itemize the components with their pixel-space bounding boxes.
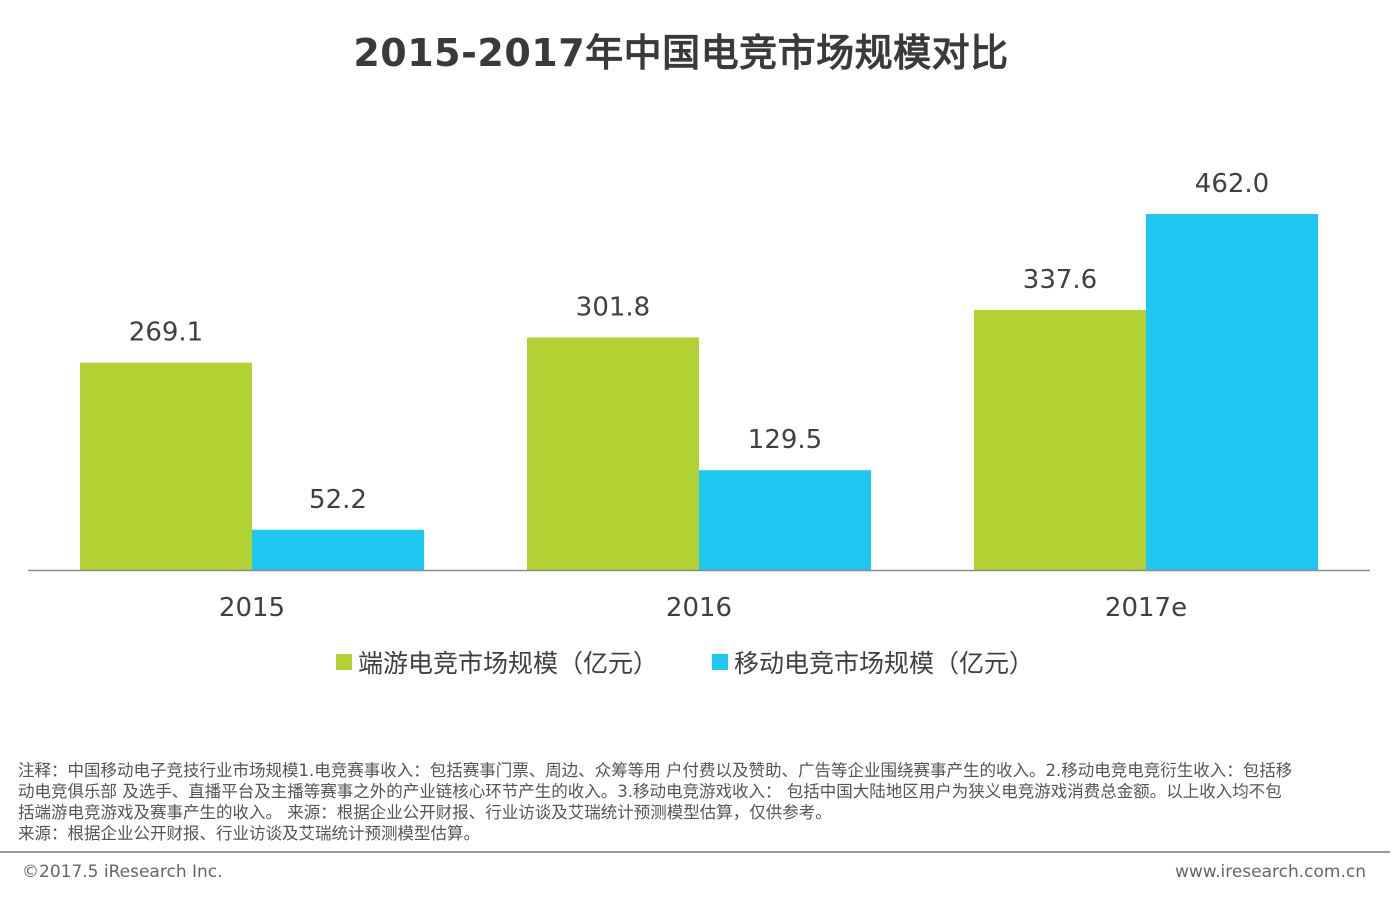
- source-line: 来源：根据企业公开财报、行业访谈及艾瑞统计预测模型估算。: [18, 824, 480, 843]
- bar-pc-2016: [527, 337, 699, 570]
- footnote-line: 动电竞俱乐部 及选手、直播平台及主播等赛事之外的产业链核心环节产生的收入。3.移…: [18, 782, 1282, 801]
- bar-mobile-2016: [699, 470, 871, 570]
- data-label: 301.8: [576, 292, 650, 322]
- data-label: 462.0: [1195, 169, 1269, 199]
- x-tick-label: 2015: [219, 593, 285, 623]
- website-link[interactable]: www.iresearch.com.cn: [1174, 862, 1366, 882]
- bar-mobile-2015: [252, 529, 424, 570]
- bar-mobile-2017e: [1146, 214, 1318, 570]
- legend-item-pc-esports: 端游电竞市场规模（亿元）: [335, 644, 658, 680]
- bar-pc-2017e: [974, 309, 1146, 570]
- legend-item-mobile-esports: 移动电竞市场规模（亿元）: [712, 644, 1034, 680]
- bar-pc-2015: [80, 362, 252, 570]
- chart-legend: 端游电竞市场规模（亿元） 移动电竞市场规模（亿元）: [0, 644, 1400, 680]
- x-tick-label: 2016: [666, 593, 732, 623]
- data-label: 337.6: [1023, 265, 1097, 295]
- legend-label-mobile-esports: 移动电竞市场规模（亿元）: [734, 649, 1035, 678]
- data-label: 52.2: [309, 485, 367, 515]
- footnote-line: 注释：中国移动电子竞技行业市场规模1.电竞赛事收入：包括赛事门票、周边、众筹等用…: [18, 761, 1293, 780]
- legend-swatch-pc-esports: [335, 654, 352, 670]
- data-label: 129.5: [748, 425, 822, 455]
- footnote-line: 括端游电竞游戏及赛事产生的收入。 来源：根据企业公开财报、行业访谈及艾瑞统计预测…: [18, 803, 832, 822]
- legend-swatch-mobile-esports: [712, 654, 728, 670]
- footnote: 注释：中国移动电子竞技行业市场规模1.电竞赛事收入：包括赛事门票、周边、众筹等用…: [18, 760, 1386, 844]
- footer-divider: [0, 851, 1390, 853]
- data-label: 269.1: [129, 318, 203, 348]
- bar-chart: 269.1 52.2 2015 301.8 129.5 2016 337.6 462.0 201…: [28, 169, 1370, 623]
- legend-label-pc-esports: 端游电竞市场规模（亿元）: [357, 649, 658, 678]
- copyright-text: ©2017.5 iResearch Inc.: [22, 862, 223, 882]
- x-tick-label: 2017e: [1105, 593, 1187, 623]
- chart-title: 2015-2017年中国电竞市场规模对比: [353, 31, 1009, 75]
